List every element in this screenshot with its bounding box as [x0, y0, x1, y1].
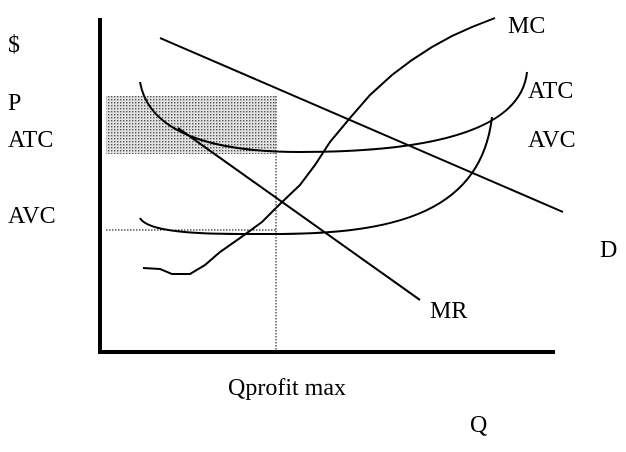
atc-curve — [139, 71, 528, 154]
atc-label: ATC — [528, 78, 573, 104]
mr-label: MR — [430, 298, 467, 324]
price-label: P — [8, 90, 21, 116]
avc-label: AVC — [528, 127, 576, 153]
x-axis-label: Q — [470, 412, 487, 438]
atc-level-label: ATC — [8, 127, 53, 153]
quantity-label: Qprofit max — [228, 375, 346, 401]
mc-label: MC — [508, 13, 545, 39]
mr-curve — [177, 127, 421, 301]
demand-label: D — [600, 237, 617, 263]
avc-level-label: AVC — [8, 203, 56, 229]
y-axis-label: $ — [8, 32, 20, 58]
mc-curve — [142, 17, 496, 275]
profit-area — [106, 96, 276, 154]
avc-curve — [139, 116, 493, 236]
demand-curve — [159, 37, 564, 213]
